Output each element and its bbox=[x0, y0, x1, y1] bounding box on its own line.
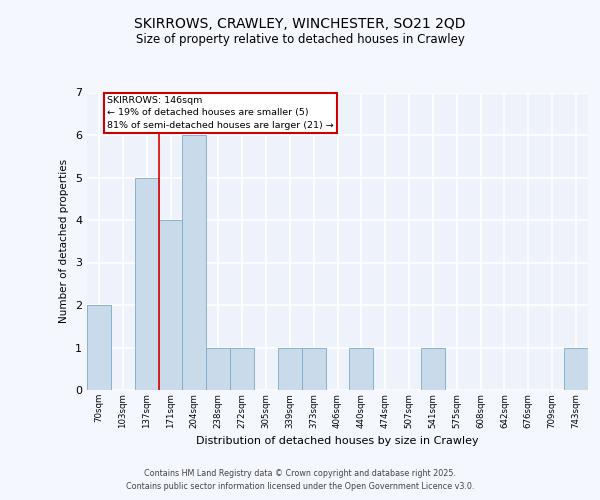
Text: Contains HM Land Registry data © Crown copyright and database right 2025.: Contains HM Land Registry data © Crown c… bbox=[144, 468, 456, 477]
Bar bbox=[182, 135, 206, 390]
Bar bbox=[135, 178, 158, 390]
X-axis label: Distribution of detached houses by size in Crawley: Distribution of detached houses by size … bbox=[196, 436, 479, 446]
Bar bbox=[206, 348, 230, 390]
Bar bbox=[278, 348, 302, 390]
Bar bbox=[564, 348, 588, 390]
Bar bbox=[349, 348, 373, 390]
Text: Contains public sector information licensed under the Open Government Licence v3: Contains public sector information licen… bbox=[126, 482, 474, 491]
Bar bbox=[421, 348, 445, 390]
Bar bbox=[158, 220, 182, 390]
Bar bbox=[302, 348, 326, 390]
Y-axis label: Number of detached properties: Number of detached properties bbox=[59, 159, 70, 324]
Bar bbox=[87, 305, 111, 390]
Text: SKIRROWS, CRAWLEY, WINCHESTER, SO21 2QD: SKIRROWS, CRAWLEY, WINCHESTER, SO21 2QD bbox=[134, 18, 466, 32]
Text: SKIRROWS: 146sqm
← 19% of detached houses are smaller (5)
81% of semi-detached h: SKIRROWS: 146sqm ← 19% of detached house… bbox=[107, 96, 334, 130]
Text: Size of property relative to detached houses in Crawley: Size of property relative to detached ho… bbox=[136, 32, 464, 46]
Bar bbox=[230, 348, 254, 390]
